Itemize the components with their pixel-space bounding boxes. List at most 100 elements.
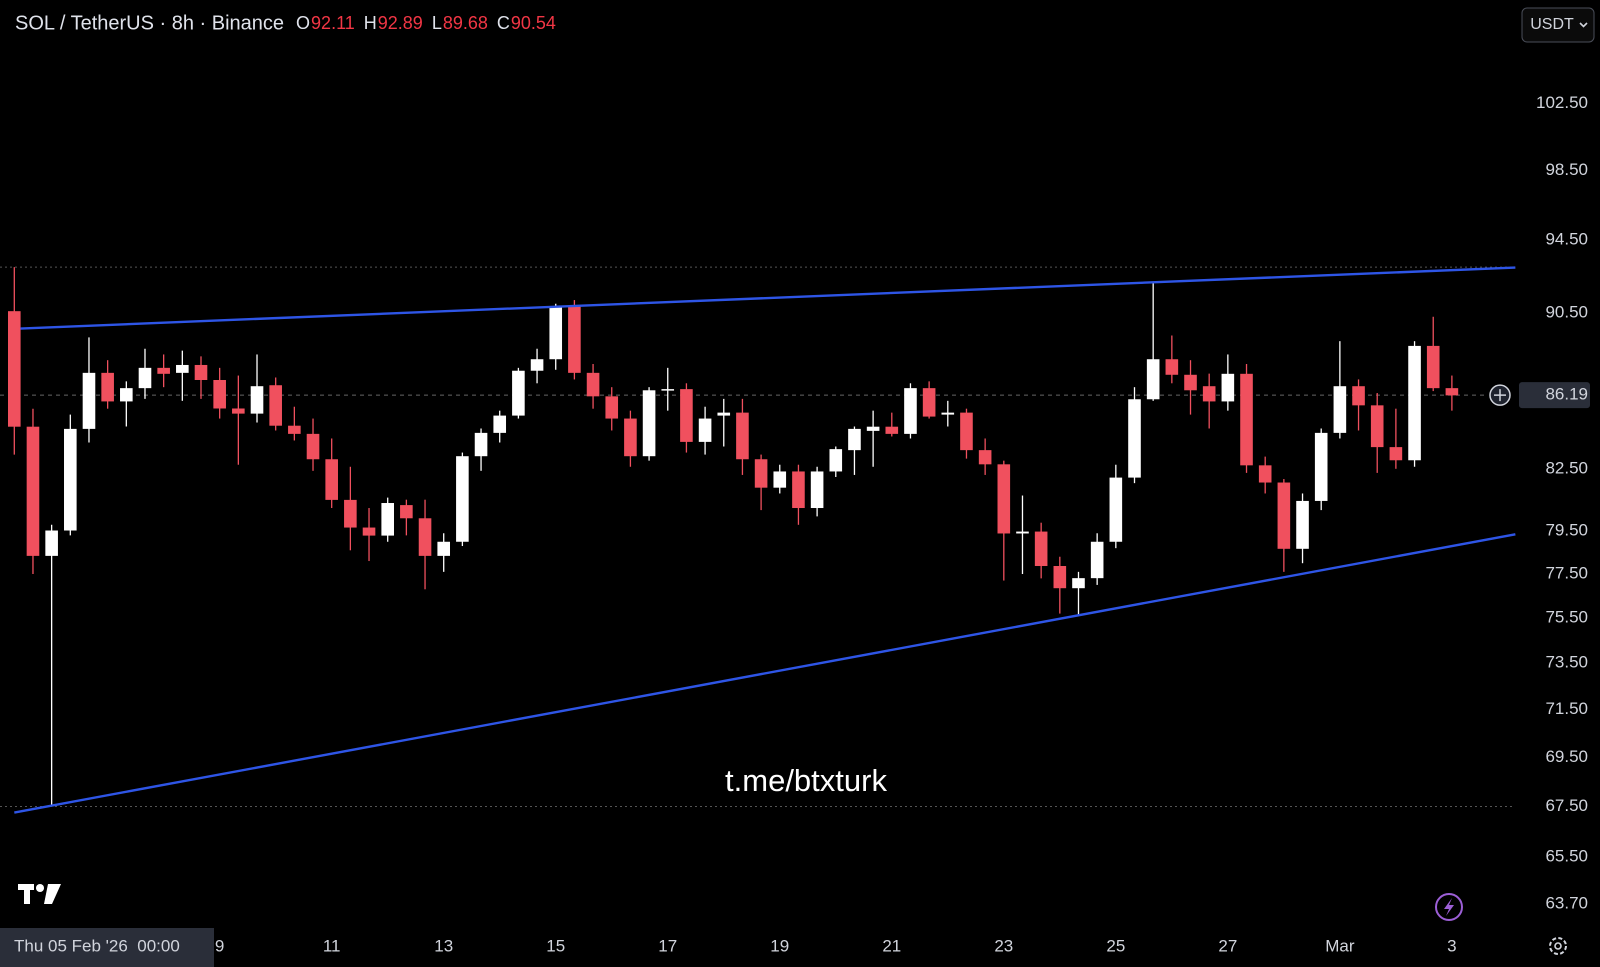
- candle-body: [829, 449, 843, 472]
- lightning-circle[interactable]: [1435, 893, 1463, 921]
- candle-body: [1202, 386, 1216, 402]
- candle-body: [157, 367, 170, 374]
- watermark: t.me/btxturk: [725, 763, 887, 798]
- add-alert-icon[interactable]: [1494, 389, 1506, 402]
- candle-body: [344, 499, 357, 528]
- candle-body: [213, 379, 226, 409]
- candle-body: [978, 450, 992, 465]
- y-tick-label: 82.50: [1545, 458, 1588, 477]
- settings-button[interactable]: [1549, 937, 1567, 955]
- y-tick-label: 79.50: [1545, 521, 1588, 540]
- candle-body: [866, 426, 880, 431]
- candle-body: [586, 372, 600, 397]
- y-tick-label: 77.50: [1545, 564, 1588, 583]
- lightning-icon[interactable]: [1444, 898, 1454, 916]
- y-tick-label: 67.50: [1545, 796, 1588, 815]
- candle-body: [1258, 465, 1272, 483]
- candle-body: [138, 367, 152, 389]
- candle-body: [456, 456, 469, 542]
- header: SOL / TetherUS · 8h · Binance O 92.11 H 92.…: [15, 12, 556, 34]
- dropdown-arrow[interactable]: [1579, 22, 1588, 28]
- y-tick-label: 73.50: [1545, 653, 1588, 672]
- candle-body: [1090, 541, 1104, 579]
- candle-body: [1445, 388, 1459, 396]
- candle-body: [605, 396, 619, 419]
- candle-body: [1072, 578, 1085, 589]
- candle-body: [194, 364, 208, 380]
- trendline: [14, 533, 1516, 814]
- add-alert-button[interactable]: [1489, 384, 1511, 406]
- candle-body: [1165, 359, 1179, 375]
- y-tick-label: 90.50: [1545, 303, 1588, 322]
- candle-body: [792, 471, 805, 509]
- gear-outer[interactable]: [1549, 937, 1567, 955]
- candle-body: [754, 459, 768, 488]
- candle-body: [1333, 386, 1347, 433]
- x-tick-label: Mar: [1325, 936, 1355, 955]
- y-tick-label: 69.50: [1545, 747, 1588, 766]
- y-tick-label: 63.70: [1545, 894, 1588, 913]
- currency-label[interactable]: USDT: [1530, 16, 1574, 33]
- x-tick-label: 11: [323, 936, 341, 955]
- candle-body: [1296, 500, 1309, 549]
- candle-body: [530, 359, 544, 371]
- crosshair-date-label: Thu 05 Feb '26 00:00: [14, 936, 180, 955]
- candle-body: [1184, 374, 1197, 391]
- y-tick-label: 102.50: [1536, 93, 1588, 112]
- candle-body: [904, 388, 917, 434]
- y-tick-label: 71.50: [1545, 699, 1588, 718]
- candle-body: [288, 425, 301, 434]
- candle-body: [1146, 359, 1160, 400]
- currency-button[interactable]: USDT: [1521, 7, 1595, 43]
- logo-part: [44, 884, 61, 904]
- candle-body: [325, 459, 338, 500]
- x-tick-label: 17: [658, 936, 677, 955]
- plot-area: [0, 266, 1516, 814]
- candle-body: [773, 471, 787, 488]
- candle-body: [568, 306, 581, 373]
- x-tick-label: 13: [434, 936, 453, 955]
- crosshair-date-box: [0, 928, 214, 967]
- candle-body: [26, 426, 40, 556]
- currency-button-frame[interactable]: [1521, 7, 1595, 43]
- lightning-button[interactable]: [1435, 893, 1463, 921]
- candle-body: [1408, 345, 1421, 461]
- ohlc-value: 89.68: [443, 13, 488, 33]
- ohlc-label: H: [364, 13, 377, 33]
- candle-body: [176, 364, 189, 373]
- candle-body: [1370, 405, 1384, 448]
- candle-body: [474, 432, 488, 457]
- candle-body: [885, 426, 899, 434]
- x-tick-label: 15: [546, 936, 565, 955]
- candle-body: [549, 306, 563, 360]
- candle-body: [1389, 447, 1403, 461]
- candle-body: [306, 433, 320, 460]
- candle-body: [64, 428, 77, 531]
- candle-body: [680, 389, 693, 442]
- x-tick-label: 19: [770, 936, 789, 955]
- candle-body: [1426, 345, 1440, 389]
- candle-body: [1034, 531, 1048, 567]
- candle-body: [512, 370, 525, 416]
- candle-body: [661, 389, 675, 391]
- x-tick-label: 3: [1447, 936, 1456, 955]
- candle-body: [960, 412, 973, 451]
- x-tick-label: 27: [1218, 936, 1237, 955]
- candle-body: [1016, 531, 1029, 534]
- candle-body: [400, 505, 413, 519]
- tv-logo: [18, 884, 61, 904]
- candle-body: [1277, 482, 1291, 549]
- gear-inner[interactable]: [1554, 942, 1562, 950]
- last-price-box: [1519, 382, 1590, 409]
- candle-body: [642, 390, 656, 457]
- candle-body: [82, 372, 96, 429]
- candle-body: [624, 418, 637, 457]
- y-tick-label: 75.50: [1545, 608, 1588, 627]
- candle-body: [1221, 373, 1235, 402]
- candle-body: [120, 388, 133, 402]
- candle-body: [269, 385, 282, 426]
- candle-body: [810, 471, 824, 509]
- ohlc-label: C: [497, 13, 510, 33]
